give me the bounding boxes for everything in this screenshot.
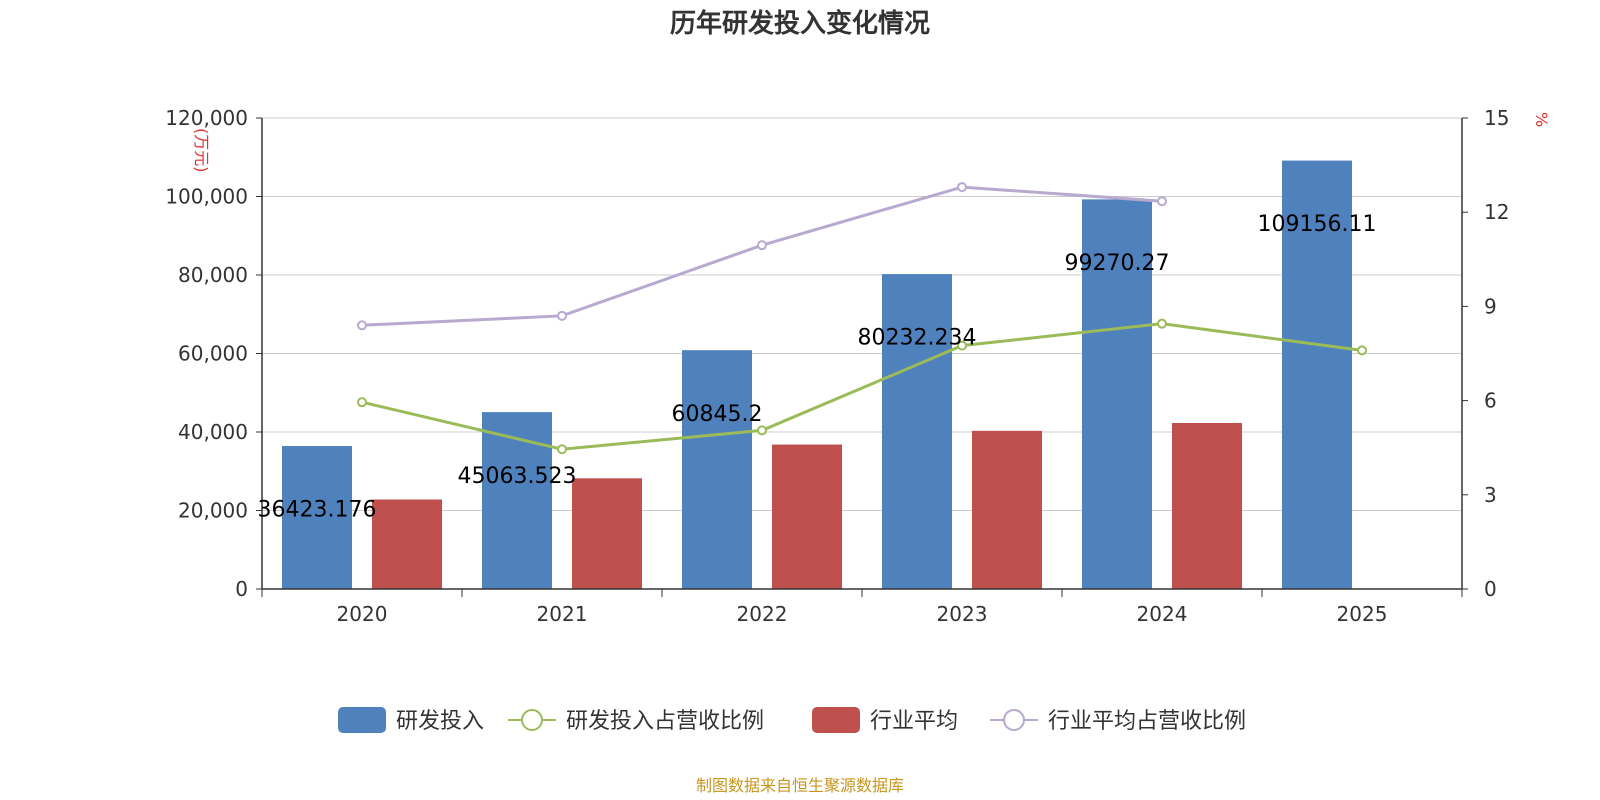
line-point — [757, 425, 767, 436]
bar — [372, 499, 442, 589]
y-right-tick-label: 9 — [1484, 294, 1497, 318]
x-tick-label: 2021 — [537, 602, 588, 626]
line-point — [557, 310, 567, 321]
source-note: 制图数据来自恒生聚源数据库 — [696, 776, 904, 795]
x-tick-label: 2020 — [337, 602, 388, 626]
x-tick-label: 2023 — [937, 602, 988, 626]
legend-swatch-marker — [521, 709, 543, 731]
data-label: 99270.27 — [1065, 251, 1170, 276]
line-point — [1157, 196, 1167, 207]
line-point — [357, 320, 367, 331]
legend-swatch-marker — [1003, 709, 1025, 731]
y-left-tick-label: 60,000 — [178, 342, 248, 366]
bar — [1282, 160, 1352, 590]
line-point — [1357, 345, 1367, 356]
y-left-tick-label: 20,000 — [178, 499, 248, 523]
bar — [482, 412, 552, 589]
y-left-tick-label: 100,000 — [165, 185, 248, 209]
series-line — [361, 322, 1363, 451]
bar — [682, 350, 752, 589]
line-point — [557, 444, 567, 455]
bar — [1172, 422, 1242, 589]
line-point — [957, 182, 967, 193]
x-tick-label: 2024 — [1137, 602, 1188, 626]
y-left-tick-label: 40,000 — [178, 420, 248, 444]
series-line — [361, 185, 1163, 327]
bar — [882, 274, 952, 589]
y-right-tick-label: 3 — [1484, 483, 1497, 507]
y-left-unit-label: (万元) — [192, 128, 211, 173]
x-tick-label: 2025 — [1337, 602, 1388, 626]
line-point — [357, 397, 367, 408]
legend-swatch — [812, 707, 860, 733]
data-label: 109156.11 — [1258, 212, 1377, 237]
line-point — [757, 240, 767, 251]
bar — [772, 444, 842, 589]
y-left-tick-label: 120,000 — [165, 106, 248, 130]
bar — [282, 446, 352, 589]
data-label: 36423.176 — [258, 498, 377, 523]
legend-label: 研发投入占营收比例 — [566, 709, 764, 734]
data-label: 80232.234 — [858, 326, 977, 351]
legend-label: 研发投入 — [396, 709, 484, 734]
y-left-tick-label: 80,000 — [178, 263, 248, 287]
legend-label: 行业平均 — [870, 709, 958, 734]
y-right-tick-label: 0 — [1484, 577, 1497, 601]
line-series — [357, 182, 1367, 455]
bar — [572, 478, 642, 589]
data-label: 60845.2 — [672, 402, 763, 427]
legend-label: 行业平均占营收比例 — [1048, 709, 1246, 734]
y-left-tick-label: 0 — [235, 577, 248, 601]
legend-swatch — [338, 707, 386, 733]
line-point — [957, 340, 967, 351]
line-point — [1157, 318, 1167, 329]
x-tick-label: 2022 — [737, 602, 788, 626]
data-label: 45063.523 — [458, 464, 577, 489]
data-labels: 36423.176 45063.523 60845.2 80232.234 99270.… — [258, 212, 1377, 522]
axes: 0 20,000 40,000 60,000 80,000 100,000 120,000 0… — [165, 106, 1551, 626]
chart-title: 历年研发投入变化情况 — [670, 8, 930, 39]
y-right-tick-label: 12 — [1484, 200, 1509, 224]
y-right-tick-label: 6 — [1484, 389, 1497, 413]
y-right-tick-label: 15 — [1484, 106, 1509, 130]
bar — [972, 430, 1042, 589]
y-right-unit-label: % — [1532, 112, 1551, 127]
grid-lines — [262, 117, 1462, 511]
legend: 研发投入 研发投入占营收比例 行业平均 行业平均占营收比例 — [338, 707, 1246, 734]
bar-series — [282, 160, 1352, 590]
bar — [1082, 199, 1152, 589]
